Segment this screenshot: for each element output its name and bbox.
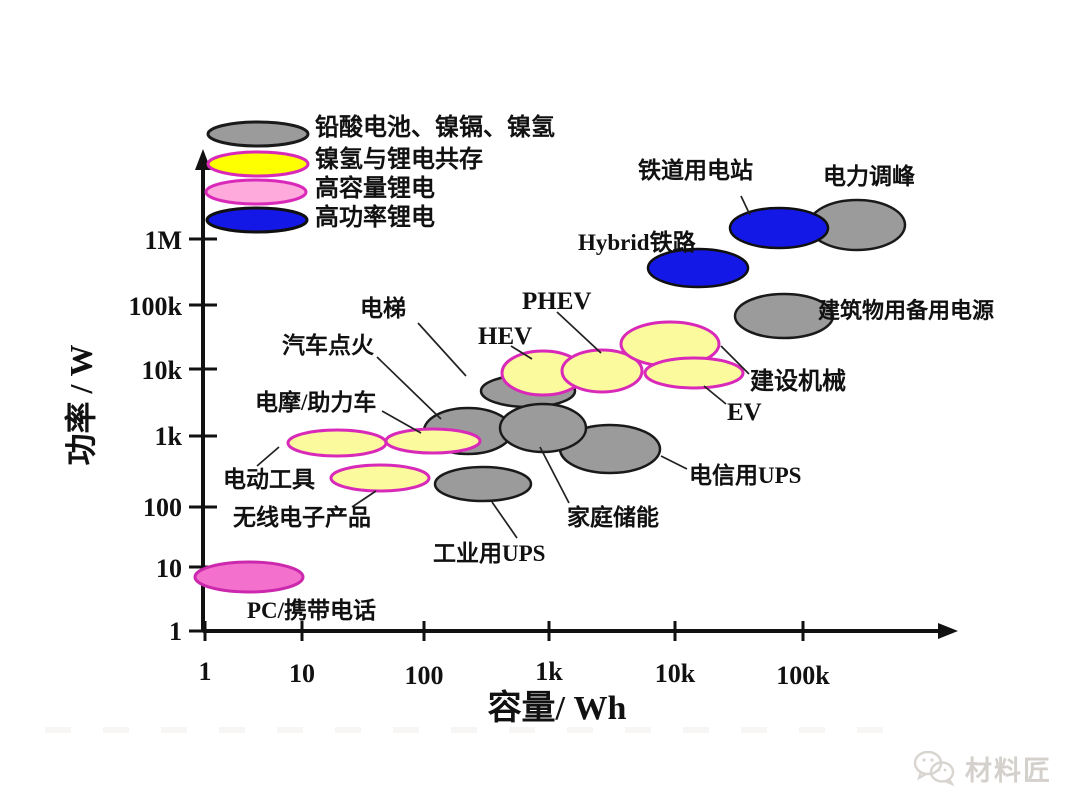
label-elevator: 电梯 <box>360 295 406 321</box>
y-tick-label: 1k <box>155 422 183 451</box>
label-construction-machinery: 建设机械 <box>750 368 846 395</box>
x-tick-label: 1k <box>535 657 563 686</box>
label-railway-station: 铁道用电站 <box>638 157 753 183</box>
label-phev: PHEV <box>522 288 591 315</box>
y-tick-label: 100k <box>129 292 183 321</box>
label-pc-mobile-phone: PC/携带电话 <box>247 597 376 623</box>
x-tick-label: 1 <box>199 657 212 686</box>
watermark-brand: 材料匠 <box>965 755 1052 786</box>
x-tick-label: 10 <box>289 659 315 688</box>
label-industrial-ups: 工业用UPS <box>433 541 545 566</box>
label-wireless-electronics: 无线电子产品 <box>233 504 371 530</box>
bubble-pc-mobile-phone <box>193 560 305 594</box>
leader-lines-group <box>256 195 751 539</box>
label-building-backup: 建筑物用备用电源 <box>818 298 994 323</box>
leader-home-storage <box>539 446 570 504</box>
label-telecom-ups: 电信用UPS <box>689 462 801 488</box>
legend-label-nimh-li-coexist: 镍氢与锂电共存 <box>315 145 483 173</box>
x-axis-line-arrowhead <box>938 623 958 639</box>
x-tick-label: 100k <box>776 661 830 690</box>
label-hybrid-rail: Hybrid铁路 <box>578 229 697 255</box>
leader-power-tools <box>256 446 280 467</box>
y-tick-label: 100 <box>143 493 182 522</box>
leader-phev <box>556 311 602 354</box>
wechat-chat-bubbles-icon <box>913 750 955 787</box>
legend-label-high-power-li: 高功率锂电 <box>315 203 435 231</box>
label-power-tools: 电动工具 <box>223 467 315 492</box>
leader-railway-station <box>740 195 751 216</box>
label-hev: HEV <box>478 323 532 350</box>
y-tick-label: 1 <box>169 617 182 646</box>
x-tick-label: 100 <box>405 661 444 690</box>
leader-wireless-electronics <box>351 490 377 508</box>
bubbles-group <box>193 198 907 594</box>
faint-ghost-text <box>45 727 915 733</box>
leader-car-ignition <box>376 356 442 420</box>
legend-label-high-capacity-li: 高容量锂电 <box>315 174 435 202</box>
label-car-ignition: 汽车点火 <box>282 332 374 358</box>
leader-emoto-assist-bike <box>381 410 422 434</box>
bubble-power-tools <box>286 428 388 458</box>
legend-swatch-nimh-li-coexist <box>206 150 310 178</box>
watermark: 材料匠 <box>913 748 1052 788</box>
bubble-building-backup <box>733 292 835 340</box>
leader-hev <box>510 345 533 360</box>
bubble-phev <box>560 348 644 394</box>
legend-label-lead-acid-nicd-nimh: 铅酸电池、镍镉、镍氢 <box>315 113 555 141</box>
leader-ev <box>703 385 727 405</box>
legend-swatch-high-capacity-li <box>204 178 308 206</box>
leader-telecom-ups <box>660 455 688 470</box>
leader-industrial-ups <box>491 501 518 539</box>
label-ev: EV <box>727 399 762 426</box>
y-axis-title: 功率 / W <box>63 345 99 466</box>
bubble-ev <box>643 356 745 390</box>
label-emoto-assist-bike: 电摩/助力车 <box>255 389 376 415</box>
bubble-emoto-assist-bike <box>384 427 482 455</box>
y-tick-label: 10k <box>142 356 183 385</box>
bubble-industrial-ups <box>433 465 533 503</box>
legend-swatch-high-power-li <box>205 206 309 234</box>
label-peak-shaving: 电力调峰 <box>823 164 916 189</box>
axes-group: 1 10 100 1k 10k 100k 1 10 100 1k 10k 100k 1M 容量/ Wh 功率… <box>63 149 958 727</box>
legend-swatch-lead-acid-nicd-nimh <box>206 120 310 148</box>
y-tick-label: 1M <box>144 226 182 255</box>
x-tick-label: 10k <box>655 659 696 688</box>
leader-elevator <box>417 322 467 377</box>
bubble-hybrid-rail <box>646 247 750 289</box>
x-axis-title: 容量/ Wh <box>488 689 627 727</box>
y-tick-label: 10 <box>156 554 182 583</box>
leader-construction-machinery <box>720 345 750 375</box>
bubble-railway-station <box>728 206 830 250</box>
label-home-storage: 家庭储能 <box>567 504 659 530</box>
bubble-home-storage <box>498 402 588 454</box>
bubble-wireless-electronics <box>329 463 431 493</box>
